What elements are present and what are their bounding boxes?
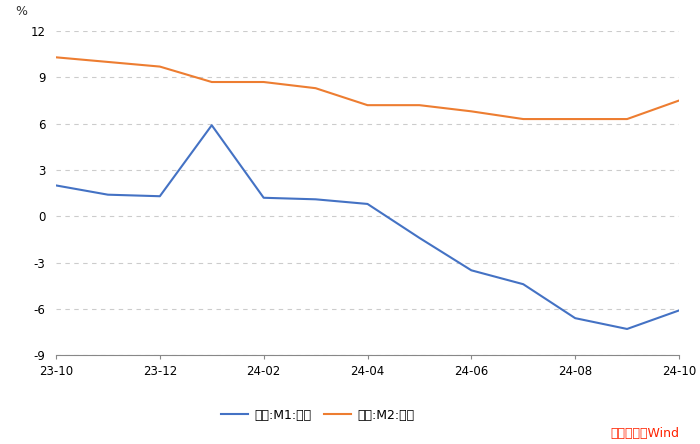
- Line: 中国:M2:同比: 中国:M2:同比: [56, 57, 679, 119]
- 中国:M1:同比: [675, 308, 683, 313]
- 中国:M2:同比: [623, 116, 631, 122]
- 中国:M2:同比: [104, 59, 112, 65]
- Legend: 中国:M1:同比, 中国:M2:同比: 中国:M1:同比, 中国:M2:同比: [216, 404, 420, 427]
- 中国:M2:同比: [675, 98, 683, 103]
- Line: 中国:M1:同比: 中国:M1:同比: [56, 125, 679, 329]
- 中国:M2:同比: [519, 116, 528, 122]
- 中国:M2:同比: [312, 86, 320, 91]
- 中国:M2:同比: [363, 103, 372, 108]
- 中国:M2:同比: [207, 79, 216, 85]
- 中国:M1:同比: [312, 197, 320, 202]
- Text: %: %: [15, 5, 27, 18]
- 中国:M1:同比: [52, 183, 60, 188]
- 中国:M2:同比: [415, 103, 424, 108]
- 中国:M2:同比: [260, 79, 268, 85]
- Text: 数据来源：Wind: 数据来源：Wind: [610, 427, 679, 440]
- 中国:M1:同比: [104, 192, 112, 197]
- 中国:M2:同比: [467, 109, 475, 114]
- 中国:M1:同比: [363, 201, 372, 206]
- 中国:M2:同比: [155, 64, 164, 69]
- 中国:M2:同比: [52, 55, 60, 60]
- 中国:M1:同比: [207, 123, 216, 128]
- 中国:M1:同比: [415, 235, 424, 241]
- 中国:M1:同比: [467, 268, 475, 273]
- 中国:M1:同比: [155, 194, 164, 199]
- 中国:M1:同比: [260, 195, 268, 200]
- 中国:M1:同比: [519, 281, 528, 287]
- 中国:M2:同比: [571, 116, 580, 122]
- 中国:M1:同比: [571, 316, 580, 321]
- 中国:M1:同比: [623, 326, 631, 332]
